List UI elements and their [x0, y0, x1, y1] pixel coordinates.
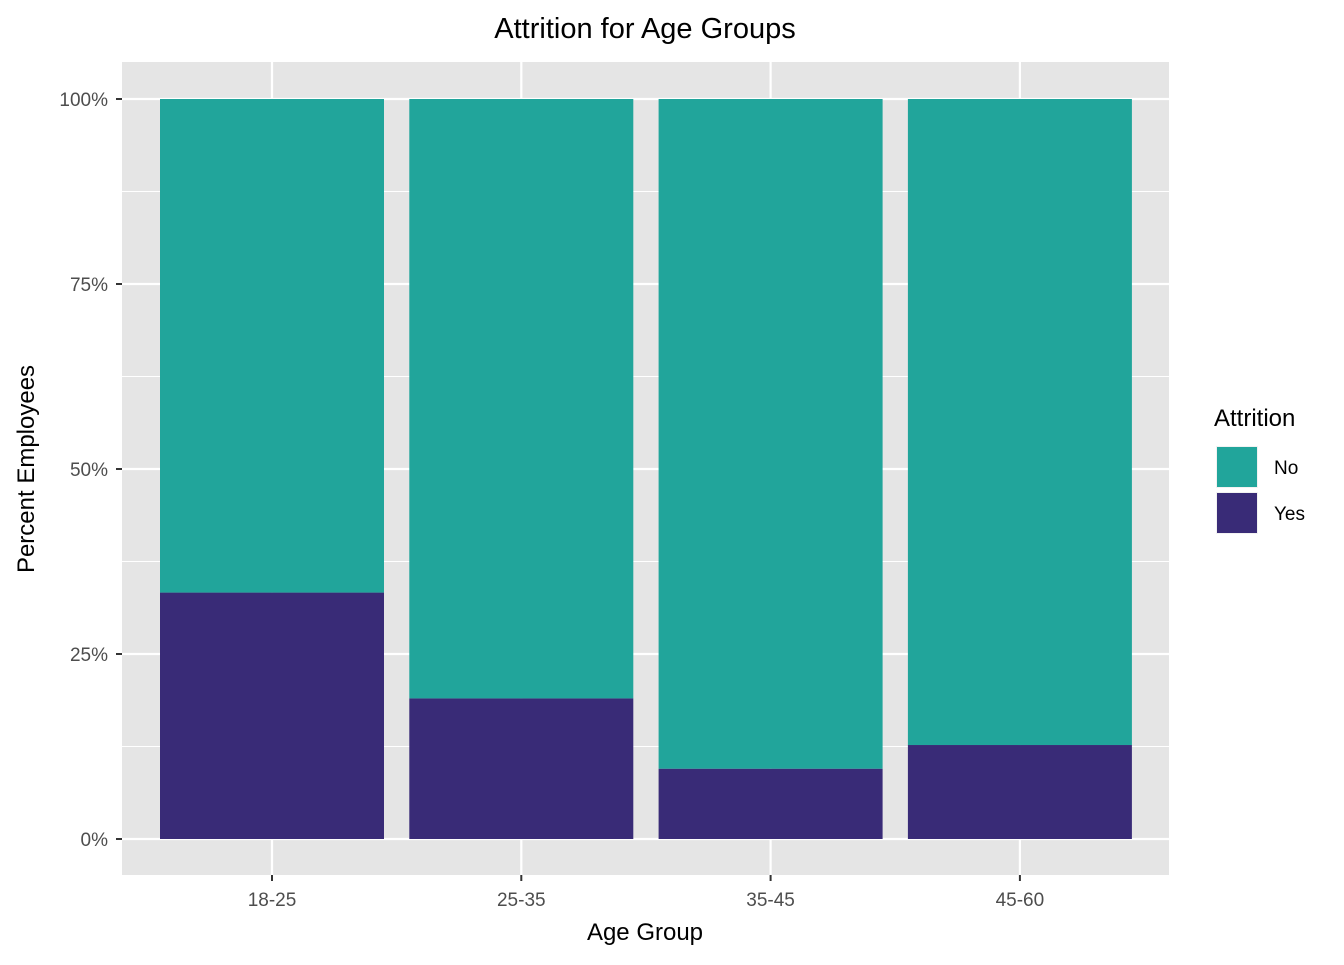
y-tick-label: 50%: [70, 460, 108, 481]
x-tick-label: 18-25: [248, 890, 297, 911]
chart-title: Attrition for Age Groups: [494, 13, 795, 45]
x-axis: 18-25 25-35 35-45 45-60: [248, 875, 1045, 911]
legend-swatch-no: [1217, 447, 1257, 487]
bar-18-25-no: [160, 99, 384, 593]
bar-45-60-yes: [907, 745, 1132, 839]
legend: Attrition No Yes: [1214, 405, 1305, 534]
legend-label-no: No: [1274, 458, 1298, 479]
y-tick-label: 0%: [81, 830, 109, 851]
bars-group: [160, 99, 1132, 839]
x-tick-label: 25-35: [497, 890, 546, 911]
legend-title: Attrition: [1214, 405, 1295, 432]
x-axis-title: Age Group: [587, 919, 703, 946]
x-tick-label: 35-45: [746, 890, 795, 911]
y-tick-label: 75%: [70, 275, 108, 296]
bar-25-35-no: [409, 99, 634, 699]
bar-35-45-yes: [658, 768, 883, 839]
y-axis-title: Percent Employees: [13, 365, 40, 573]
bar-18-25-yes: [160, 592, 384, 839]
x-tick-label: 45-60: [996, 890, 1045, 911]
legend-label-yes: Yes: [1274, 504, 1305, 525]
y-tick-label: 25%: [70, 645, 108, 666]
bar-35-45-no: [658, 99, 883, 769]
y-tick-label: 100%: [59, 90, 108, 111]
y-axis: 0% 25% 50% 75% 100%: [59, 90, 122, 851]
bar-25-35-yes: [409, 698, 634, 839]
legend-swatch-yes: [1217, 493, 1257, 533]
bar-45-60-no: [907, 99, 1132, 746]
